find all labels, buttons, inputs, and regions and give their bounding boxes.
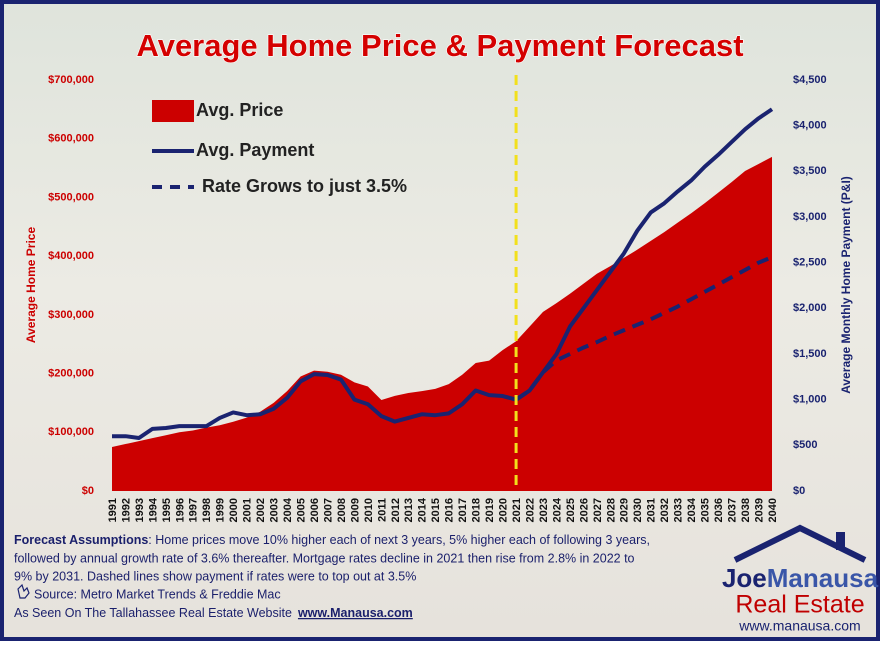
x-tick-label: 2022 <box>524 498 536 522</box>
logo-subtitle: Real Estate <box>735 591 864 619</box>
y-tick-label: $300,000 <box>48 309 94 321</box>
y2-tick-label: $2,500 <box>793 257 827 269</box>
y-tick-label: $400,000 <box>48 250 94 262</box>
y-tick-label: $0 <box>82 485 94 497</box>
logo: JoeManausa Real Estate www.manausa.com <box>722 524 879 634</box>
x-tick-label: 2040 <box>767 498 779 522</box>
y2-tick-label: $1,500 <box>793 348 827 360</box>
x-tick-label: 2010 <box>363 498 375 522</box>
y-tick-label: $500,000 <box>48 191 94 203</box>
legend-swatch <box>152 100 194 122</box>
x-tick-label: 2020 <box>498 498 510 522</box>
x-tick-label: 1992 <box>120 498 132 522</box>
chart-title: Average Home Price & Payment Forecast <box>136 28 743 63</box>
assumptions-text: : Home prices move 10% higher each of ne… <box>148 533 650 547</box>
x-tick-label: 2016 <box>444 498 456 522</box>
x-tick-label: 2028 <box>605 498 617 522</box>
x-tick-label: 2034 <box>686 497 698 522</box>
y2-tick-label: $3,500 <box>793 165 827 177</box>
x-tick-label: 2032 <box>659 498 671 522</box>
x-tick-label: 2001 <box>242 498 254 522</box>
x-tick-label: 1991 <box>107 498 119 522</box>
x-tick-label: 2000 <box>228 498 240 522</box>
x-tick-label: 2009 <box>349 498 361 522</box>
logo-name: JoeManausa <box>722 563 879 593</box>
x-tick-label: 2017 <box>457 498 469 522</box>
y2-tick-label: $1,000 <box>793 394 827 406</box>
x-tick-label: 2030 <box>632 498 644 522</box>
y-tick-label: $700,000 <box>48 74 94 86</box>
payment-line <box>112 107 774 441</box>
x-tick-label: 2002 <box>255 498 267 522</box>
x-tick-label: 2018 <box>471 498 483 522</box>
x-tick-label: 2005 <box>295 498 307 522</box>
x-tick-label: 2012 <box>390 498 402 522</box>
y2-axis-label: Average Monthly Home Payment (P&I) <box>839 176 853 394</box>
x-tick-label: 1997 <box>188 498 200 522</box>
x-tick-label: 2024 <box>551 497 563 522</box>
x-tick-label: 1993 <box>134 498 146 522</box>
x-tick-label: 2014 <box>417 497 429 522</box>
y-tick-label: $600,000 <box>48 133 94 145</box>
legend-label: Avg. Price <box>196 100 283 120</box>
y2-tick-label: $2,000 <box>793 302 827 314</box>
x-tick-label: 1994 <box>147 497 159 522</box>
logo-url: www.manausa.com <box>738 618 860 634</box>
source: Source: Metro Market Trends & Freddie Ma… <box>34 587 281 601</box>
x-tick-label: 2015 <box>430 498 442 522</box>
hand-icon <box>17 583 30 599</box>
logo-first: Joe <box>722 563 767 593</box>
x-tick-label: 2013 <box>403 498 415 522</box>
y2-tick-label: $4,000 <box>793 120 827 132</box>
logo-chimney <box>836 532 845 550</box>
x-tick-label: 1999 <box>215 498 227 522</box>
y2-tick-label: $4,500 <box>793 74 827 86</box>
x-tick-label: 2035 <box>700 498 712 522</box>
assumptions-line: Forecast Assumptions: Home prices move 1… <box>14 533 650 547</box>
x-tick-label: 1998 <box>201 498 213 522</box>
x-tick-label: 2039 <box>753 498 765 522</box>
x-tick-label: 1996 <box>174 498 186 522</box>
x-tick-label: 2033 <box>673 498 685 522</box>
y2-tick-label: $0 <box>793 485 805 497</box>
y-tick-label: $200,000 <box>48 367 94 379</box>
x-tick-label: 2027 <box>592 498 604 522</box>
x-tick-label: 2004 <box>282 497 294 522</box>
x-tick-label: 2038 <box>740 498 752 522</box>
x-tick-label: 2026 <box>578 498 590 522</box>
dashed-payment-line <box>514 255 773 402</box>
x-tick-label: 1995 <box>161 498 173 522</box>
assumptions-text: 9% by 2031. Dashed lines show payment if… <box>14 569 416 583</box>
y2-tick-label: $3,000 <box>793 211 827 223</box>
x-tick-label: 2003 <box>269 498 281 522</box>
x-tick-label: 2011 <box>376 498 388 522</box>
assumptions-text: followed by annual growth rate of 3.6% t… <box>14 551 635 565</box>
y2-tick-label: $500 <box>793 439 817 451</box>
y-axis-label: Average Home Price <box>24 227 38 344</box>
x-tick-label: 2006 <box>309 498 321 522</box>
legend-label: Avg. Payment <box>196 140 314 160</box>
legend-label: Rate Grows to just 3.5% <box>202 176 407 196</box>
x-tick-label: 2036 <box>713 498 725 522</box>
seen-on-line: As Seen On The Tallahassee Real Estate W… <box>14 606 413 620</box>
x-tick-label: 2021 <box>511 498 523 522</box>
seen-on: As Seen On The Tallahassee Real Estate W… <box>14 606 292 620</box>
x-tick-label: 2023 <box>538 498 550 522</box>
logo-last: Manausa <box>767 563 879 593</box>
y-tick-label: $100,000 <box>48 426 94 438</box>
x-tick-label: 2019 <box>484 498 496 522</box>
assumptions-label: Forecast Assumptions <box>14 533 148 547</box>
x-tick-label: 2031 <box>646 498 658 522</box>
x-tick-label: 2008 <box>336 498 348 522</box>
x-tick-label: 2007 <box>322 498 334 522</box>
website: www.Manausa.com <box>297 606 413 620</box>
plot: $0 $100,000 $200,000 $300,000 $400,000 $500,0… <box>48 74 827 523</box>
x-tick-label: 2037 <box>726 498 738 522</box>
x-tick-label: 2029 <box>619 498 631 522</box>
x-tick-label: 2025 <box>565 498 577 522</box>
